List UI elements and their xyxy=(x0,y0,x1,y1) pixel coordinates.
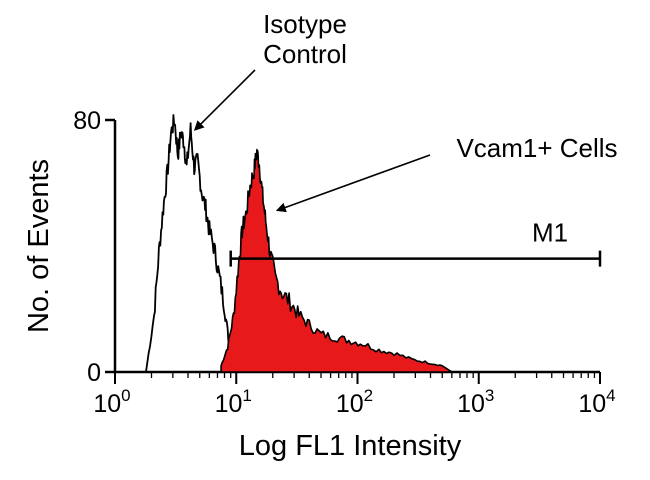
y-tick-label: 0 xyxy=(87,359,101,387)
x-tick-label: 102 xyxy=(336,386,373,418)
x-tick-label: 101 xyxy=(215,386,252,418)
y-ticks: 0 80 xyxy=(73,107,115,387)
y-tick-label: 80 xyxy=(73,107,101,135)
m1-marker: M1 xyxy=(229,218,602,267)
isotype-control-arrow xyxy=(193,69,256,131)
x-tick-label: 104 xyxy=(578,386,615,418)
y-axis-title: No. of Events xyxy=(23,159,55,333)
x-axis-title: Log FL1 Intensity xyxy=(239,430,462,462)
x-tick-label: 103 xyxy=(457,386,494,418)
isotype-control-label: Isotype Control xyxy=(263,9,347,69)
series-vcam1-cells xyxy=(220,148,453,373)
series-layer xyxy=(145,114,453,373)
m1-label: M1 xyxy=(532,218,568,248)
vcam1-cells-arrow xyxy=(275,154,431,213)
series-isotype-control xyxy=(145,114,239,373)
annotations: Isotype Control Vcam1+ Cells xyxy=(193,9,618,213)
x-tick-label: 100 xyxy=(93,386,130,418)
x-ticks: 100 101 102 103 104 xyxy=(93,372,616,418)
vcam1-cells-label: Vcam1+ Cells xyxy=(456,133,617,163)
